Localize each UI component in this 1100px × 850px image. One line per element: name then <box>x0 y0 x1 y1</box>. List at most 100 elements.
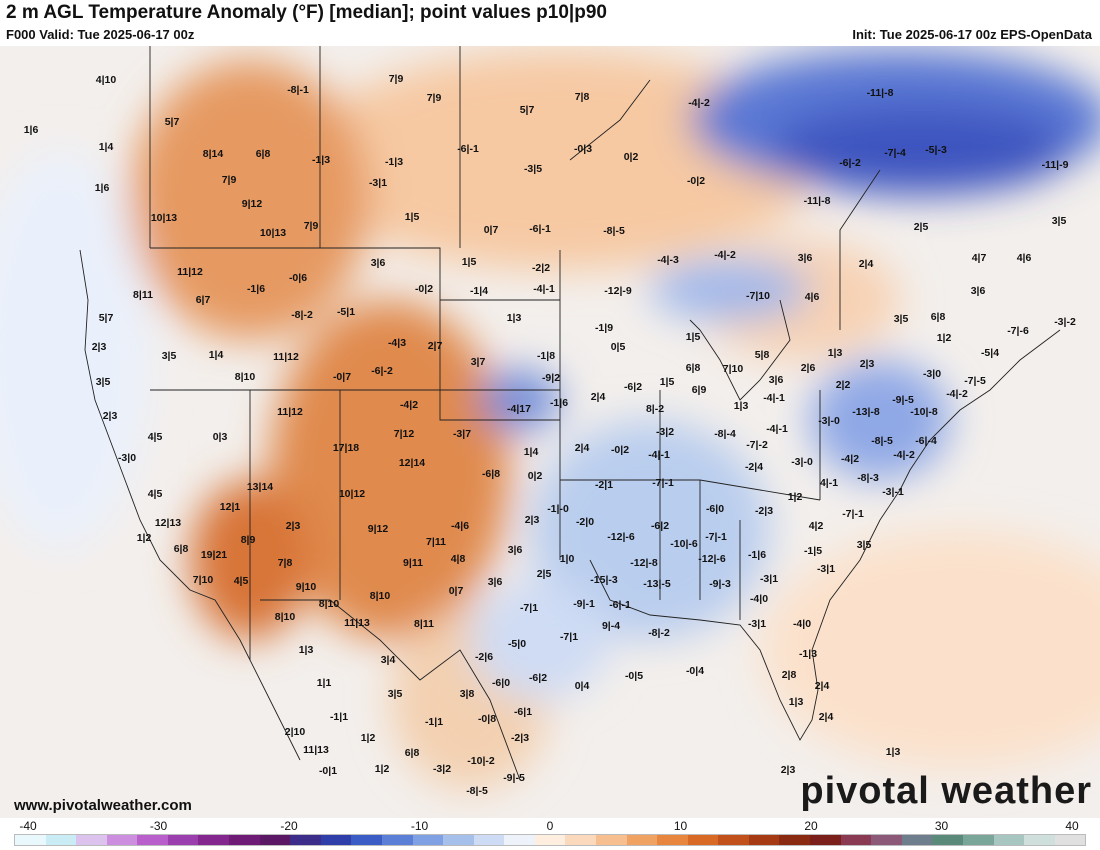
point-value-label: -6|-4 <box>915 435 937 447</box>
point-value-label: -4|0 <box>750 593 768 605</box>
point-value-label: -9|-5 <box>503 772 525 784</box>
colorbar-tick-label: 30 <box>934 819 949 833</box>
point-value-label: 3|6 <box>971 285 986 297</box>
colorbar-swatch <box>993 835 1025 845</box>
point-value-label: -1|6 <box>748 549 766 561</box>
colorbar-swatch <box>1054 835 1086 845</box>
point-value-label: -1|5 <box>804 545 822 557</box>
point-value-label: -11|-8 <box>867 87 894 99</box>
point-value-label: 7|9 <box>222 174 237 186</box>
point-value-label: 2|3 <box>92 341 107 353</box>
colorbar-swatch <box>473 835 505 845</box>
point-value-label: -0|3 <box>574 143 592 155</box>
point-value-label: 3|4 <box>381 654 396 666</box>
point-value-label: 8|10 <box>235 371 256 383</box>
point-value-label: 3|6 <box>371 257 386 269</box>
colorbar-swatch <box>76 835 107 845</box>
point-value-label: 1|3 <box>507 312 522 324</box>
point-value-label: -5|4 <box>981 347 999 359</box>
point-value-label: 7|9 <box>389 73 404 85</box>
point-value-label: 4|7 <box>972 252 987 264</box>
colorbar-swatch <box>534 835 566 845</box>
point-value-label: -1|9 <box>595 322 613 334</box>
point-value-label: 0|7 <box>484 224 499 236</box>
point-value-label: -13|-8 <box>852 406 880 418</box>
map-canvas: 4|10 -8|-1 7|9 7|9 5|7 7|8 -4|-2 -11|-8 1|6 5|7 -6… <box>0 46 1100 818</box>
init-time: Init: Tue 2025-06-17 00z EPS-OpenData <box>852 27 1092 42</box>
colorbar-swatch <box>871 835 902 845</box>
point-value-label: -7|10 <box>746 290 770 302</box>
colorbar-swatch <box>504 835 535 845</box>
point-value-label: 4|2 <box>809 520 824 532</box>
point-value-label: -2|6 <box>475 651 493 663</box>
point-value-label: -0|2 <box>415 283 433 295</box>
point-value-label: 7|9 <box>304 220 319 232</box>
colorbar-swatch <box>137 835 168 845</box>
point-value-label: -8|-5 <box>603 225 625 237</box>
point-value-label: -0|8 <box>478 713 496 725</box>
point-value-label: 1|5 <box>405 211 420 223</box>
header: 2 m AGL Temperature Anomaly (°F) [median… <box>0 0 1100 46</box>
point-value-label: -9|2 <box>542 372 560 384</box>
point-value-label: 1|5 <box>462 256 477 268</box>
point-value-label: 1|4 <box>99 141 114 153</box>
point-value-label: 10|13 <box>151 212 177 224</box>
point-value-label: -2|2 <box>532 262 550 274</box>
point-value-label: 2|4 <box>591 391 606 403</box>
point-value-label: -1|6 <box>247 283 265 295</box>
valid-time: F000 Valid: Tue 2025-06-17 00z <box>6 27 195 42</box>
point-value-label: -1|4 <box>470 285 488 297</box>
website-url[interactable]: www.pivotalweather.com <box>14 797 192 814</box>
point-value-label: 3|5 <box>162 350 177 362</box>
point-value-label: 6|8 <box>931 311 946 323</box>
map-title: 2 m AGL Temperature Anomaly (°F) [median… <box>6 2 607 23</box>
point-value-label: -6|8 <box>482 468 500 480</box>
point-value-label: -3|2 <box>656 426 674 438</box>
point-value-label: -1|1 <box>425 716 443 728</box>
point-value-label: 4|8 <box>451 553 466 565</box>
point-value-label: 6|8 <box>686 362 701 374</box>
point-value-label: -6|-2 <box>839 157 861 169</box>
point-value-label: 3|8 <box>460 688 475 700</box>
point-value-label: -2|1 <box>595 479 613 491</box>
point-value-label: 2|3 <box>860 358 875 370</box>
point-value-label: -6|2 <box>651 520 669 532</box>
point-value-label: 6|8 <box>256 148 271 160</box>
point-value-label: 3|5 <box>894 313 909 325</box>
colorbar-swatch <box>565 835 596 845</box>
point-value-label: -9|-5 <box>892 394 914 406</box>
point-value-label: -7|-1 <box>652 477 674 489</box>
point-value-label: -4|-1 <box>763 392 785 404</box>
point-value-label: -10|-8 <box>910 406 938 418</box>
point-value-label: -5|1 <box>337 306 355 318</box>
point-value-label: 4|5 <box>234 575 249 587</box>
point-value-label: -4|2 <box>400 399 418 411</box>
point-value-label: 4|5 <box>148 488 163 500</box>
point-value-label: 7|11 <box>426 536 446 548</box>
colorbar-swatch <box>198 835 230 845</box>
point-value-label: 1|6 <box>24 124 39 136</box>
colorbar-swatch <box>687 835 719 845</box>
point-value-label: -3|7 <box>453 428 471 440</box>
point-value-label: 4|-1 <box>820 477 838 489</box>
point-value-label: -3|2 <box>433 763 451 775</box>
point-value-label: -3|0 <box>923 368 941 380</box>
point-value-label: 8|14 <box>203 148 224 160</box>
point-value-label: 6|8 <box>405 747 420 759</box>
point-value-label: 2|6 <box>801 362 816 374</box>
point-value-label: 1|5 <box>686 331 701 343</box>
point-value-label: -3|-1 <box>882 486 904 498</box>
point-value-label: 1|2 <box>361 732 376 744</box>
colorbar-swatch <box>962 835 994 845</box>
point-value-label: 2|5 <box>914 221 929 233</box>
point-value-label: -7|-1 <box>705 531 727 543</box>
colorbar-tick-label: 20 <box>804 819 818 833</box>
point-value-label: -5|-3 <box>925 144 947 156</box>
point-value-label: 2|4 <box>575 442 590 454</box>
colorbar-swatch <box>320 835 352 845</box>
point-value-label: 1|2 <box>137 532 152 544</box>
point-value-label: -6|2 <box>624 381 642 393</box>
point-value-label: -8|-3 <box>857 472 879 484</box>
point-value-label: -7|1 <box>560 631 578 643</box>
point-value-label: -6|2 <box>529 672 547 684</box>
